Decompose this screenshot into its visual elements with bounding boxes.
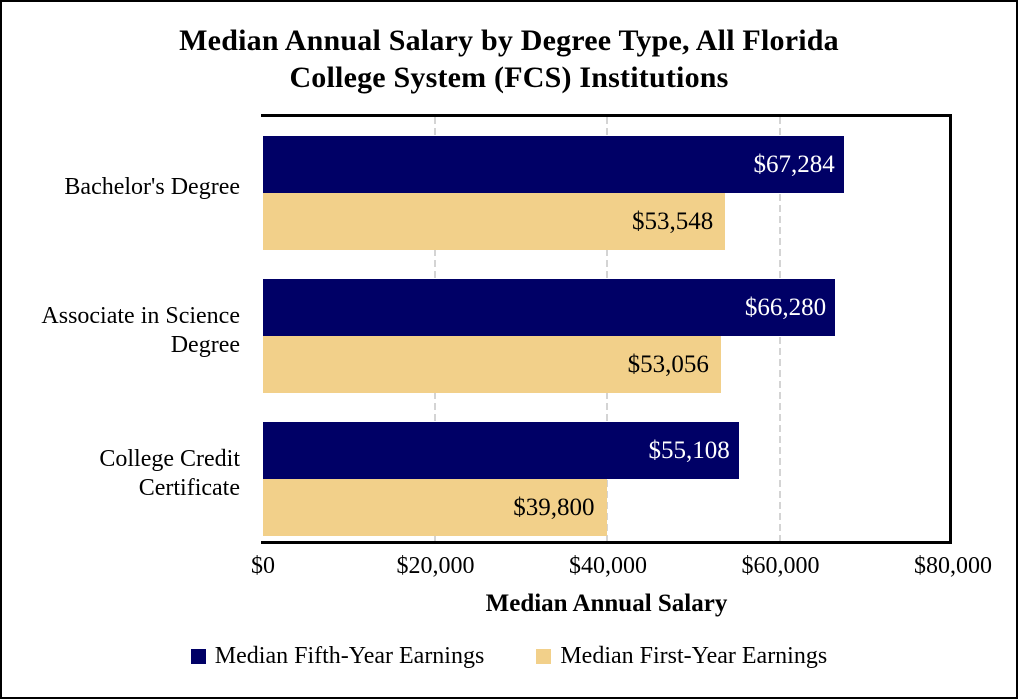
- legend-label: Median Fifth-Year Earnings: [214, 643, 485, 669]
- bar-associate-science-fifth-year: $66,280: [263, 279, 836, 336]
- legend-item-fifth-year: Median Fifth-Year Earnings: [190, 642, 485, 670]
- category-label-college-credit-certificate: College Credit Certificate: [10, 445, 240, 503]
- bar-value-label: $39,800: [513, 493, 595, 521]
- bar-value-label: $66,280: [744, 293, 827, 321]
- chart-title-line-2: College System (FCS) Institutions: [289, 61, 729, 94]
- bar-value-label: $53,548: [631, 207, 714, 235]
- xtick-60000: $60,000: [741, 553, 820, 579]
- bar-value-label: $55,108: [648, 436, 730, 464]
- legend-label: Median First-Year Earnings: [560, 643, 828, 669]
- bar-bachelors-first-year: $53,548: [263, 193, 726, 250]
- chart-legend: Median Fifth-Year Earnings Median First-…: [2, 642, 1016, 670]
- category-label-associate-science: Associate in Science Degree: [10, 302, 240, 360]
- legend-swatch-icon: [190, 648, 206, 664]
- legend-swatch-icon: [536, 648, 552, 664]
- xtick-0: $0: [251, 553, 275, 579]
- plot-area: $67,284 $53,548 $66,280 $53,056 $55,108 …: [261, 114, 952, 544]
- x-axis-title: Median Annual Salary: [485, 590, 728, 617]
- xtick-40000: $40,000: [569, 553, 647, 579]
- category-label-text: Associate in Science Degree: [41, 303, 240, 358]
- legend-item-first-year: Median First-Year Earnings: [536, 642, 827, 670]
- category-label-text: College Credit Certificate: [99, 446, 240, 501]
- category-label-bachelors: Bachelor's Degree: [64, 173, 240, 202]
- chart-title-line-1: Median Annual Salary by Degree Type, All…: [179, 24, 839, 57]
- bar-college-credit-certificate-first-year: $39,800: [263, 479, 607, 536]
- bar-associate-science-first-year: $53,056: [263, 336, 721, 393]
- xtick-80000: $80,000: [914, 553, 992, 579]
- bar-value-label: $67,284: [753, 150, 835, 178]
- bar-bachelors-fifth-year: $67,284: [263, 136, 844, 193]
- chart-title: Median Annual Salary by Degree Type, All…: [2, 22, 1016, 96]
- bar-college-credit-certificate-fifth-year: $55,108: [263, 422, 739, 479]
- xtick-20000: $20,000: [396, 553, 475, 579]
- bar-value-label: $53,056: [627, 350, 709, 378]
- category-label-text: Bachelor's Degree: [64, 174, 240, 200]
